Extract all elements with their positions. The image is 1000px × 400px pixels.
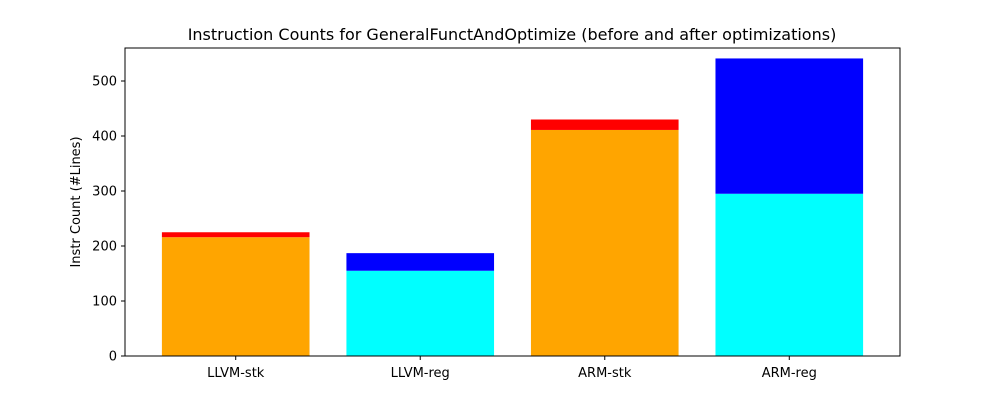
- y-tick-label: 400: [92, 130, 117, 145]
- y-axis-label: Instr Count (#Lines): [69, 136, 84, 267]
- chart-title: Instruction Counts for GeneralFunctAndOp…: [188, 25, 837, 44]
- y-tick-label: 100: [92, 295, 117, 310]
- x-tick-label: LLVM-reg: [391, 366, 450, 381]
- x-tick-label: ARM-reg: [762, 366, 817, 381]
- y-tick-label: 300: [92, 185, 117, 200]
- y-axis: 0 100 200 300 400 500: [92, 75, 125, 365]
- bars-group: [161, 58, 864, 356]
- x-tick-label: ARM-stk: [578, 366, 632, 381]
- bar-arm-stk-segment-0: [530, 129, 679, 356]
- y-tick-label: 0: [109, 350, 117, 365]
- bar-arm-reg-segment-1: [715, 58, 864, 194]
- bar-llvm-reg-segment-0: [346, 270, 495, 356]
- x-axis: LLVM-stk LLVM-reg ARM-stk ARM-reg: [207, 356, 817, 381]
- bar-llvm-stk-segment-1: [161, 232, 310, 238]
- plot-frame: [124, 47, 901, 357]
- y-tick-label: 200: [92, 240, 117, 255]
- bar-arm-reg-segment-0: [715, 193, 864, 356]
- bar-llvm-stk-segment-0: [161, 237, 310, 356]
- bar-llvm-reg-segment-1: [346, 253, 495, 271]
- x-tick-label: LLVM-stk: [207, 366, 265, 381]
- y-tick-label: 500: [92, 75, 117, 90]
- bar-arm-stk-segment-1: [530, 119, 679, 130]
